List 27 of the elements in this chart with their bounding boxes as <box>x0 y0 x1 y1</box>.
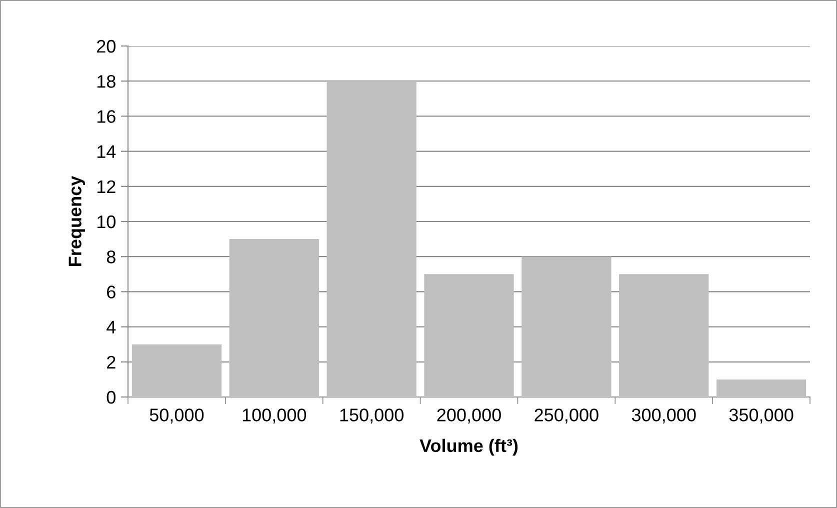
bar <box>424 274 514 397</box>
y-tick-label: 6 <box>107 286 116 298</box>
y-tick-label: 8 <box>106 250 116 264</box>
bar <box>326 81 416 397</box>
bar <box>619 274 709 397</box>
x-tick-label: 100,000 <box>242 408 306 424</box>
y-tick-label: 20 <box>97 40 116 53</box>
y-tick-label: 4 <box>106 320 116 334</box>
bar <box>522 256 612 397</box>
x-tick-label: 300,000 <box>632 408 696 424</box>
y-axis-title: Frequency <box>68 176 85 266</box>
y-tick-label: 10 <box>97 215 116 228</box>
x-tick-label: 250,000 <box>534 408 598 424</box>
x-tick-label: 200,000 <box>437 408 501 424</box>
x-tick-label: 350,000 <box>729 408 794 424</box>
y-tick-label: 14 <box>97 145 116 158</box>
y-tick-label: 12 <box>97 180 116 193</box>
x-tick-label: 150,000 <box>340 408 404 424</box>
y-tick-label: 18 <box>97 75 116 88</box>
bar <box>132 344 222 397</box>
y-tick-label: 0 <box>106 390 116 404</box>
y-tick-label: 16 <box>97 110 116 123</box>
bar <box>229 239 319 397</box>
y-tick-label: 2 <box>107 356 116 368</box>
bar <box>716 379 806 397</box>
x-tick-label: 50,000 <box>150 408 204 424</box>
x-axis-title: Volume (ft³) <box>420 438 518 456</box>
